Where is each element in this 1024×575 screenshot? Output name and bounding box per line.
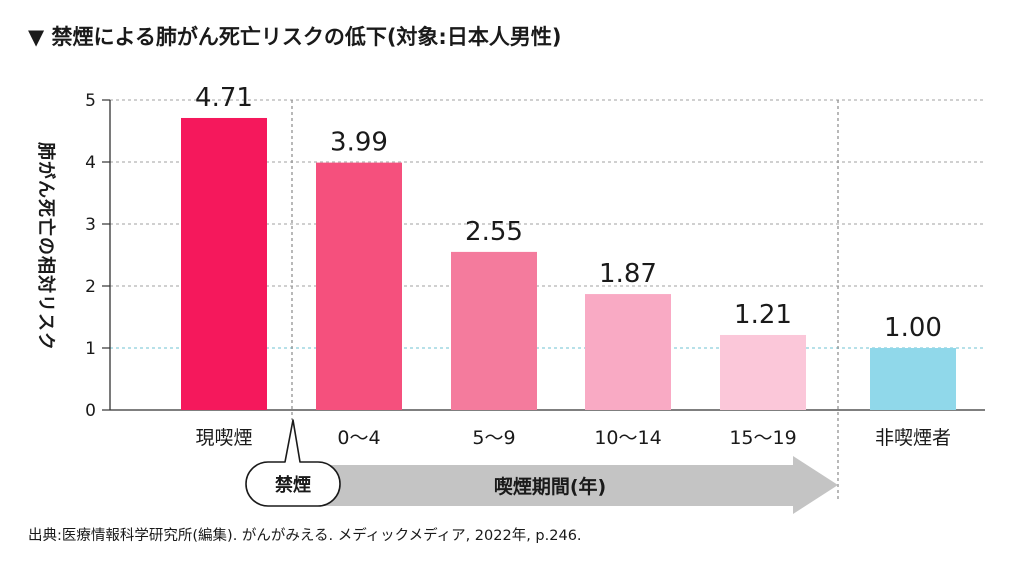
bar	[585, 294, 671, 410]
x-tick-label: 15〜19	[729, 427, 796, 449]
x-tick-label: 現喫煙	[195, 427, 252, 449]
annotations: 喫煙期間(年) 禁煙	[245, 419, 838, 514]
x-tick-label: 非喫煙者	[875, 427, 951, 449]
data-label: 1.00	[884, 313, 942, 343]
quit-label: 禁煙	[275, 474, 311, 496]
y-tick-label: 0	[85, 401, 96, 421]
x-tick-label: 10〜14	[594, 427, 661, 449]
y-tick-label: 4	[85, 153, 96, 173]
data-label: 2.55	[465, 217, 523, 247]
y-axis-label: 肺がん死亡の相対リスク	[35, 142, 57, 351]
y-tick-label: 3	[85, 215, 96, 235]
x-tick-label: 5〜9	[472, 427, 515, 449]
y-tick-label: 1	[85, 339, 96, 359]
bar	[720, 334, 806, 410]
data-label: 4.71	[195, 83, 253, 113]
source-note: 出典:医療情報科学研究所(編集). がんがみえる. メディックメディア, 202…	[28, 526, 582, 544]
bar	[316, 162, 402, 410]
data-label: 3.99	[330, 128, 388, 158]
bar	[451, 251, 537, 410]
data-label: 1.21	[734, 300, 792, 330]
bar	[870, 348, 956, 410]
period-label: 喫煙期間(年)	[494, 475, 606, 498]
chart-title: ▼ 禁煙による肺がん死亡リスクの低下(対象:日本人男性)	[28, 25, 561, 49]
category-labels: 現喫煙 0〜4 5〜9 10〜14 15〜19 非喫煙者	[195, 427, 951, 449]
y-tick-label: 2	[85, 277, 96, 297]
period-arrow	[310, 456, 838, 514]
data-label: 1.87	[599, 259, 657, 289]
group-dividers	[291, 100, 839, 500]
quit-callout	[245, 419, 341, 507]
y-tick-label: 5	[85, 91, 96, 111]
bar	[181, 117, 267, 410]
bars	[181, 117, 956, 410]
x-tick-label: 0〜4	[337, 427, 380, 449]
value-labels: 4.71 3.99 2.55 1.87 1.21 1.00	[195, 83, 942, 343]
